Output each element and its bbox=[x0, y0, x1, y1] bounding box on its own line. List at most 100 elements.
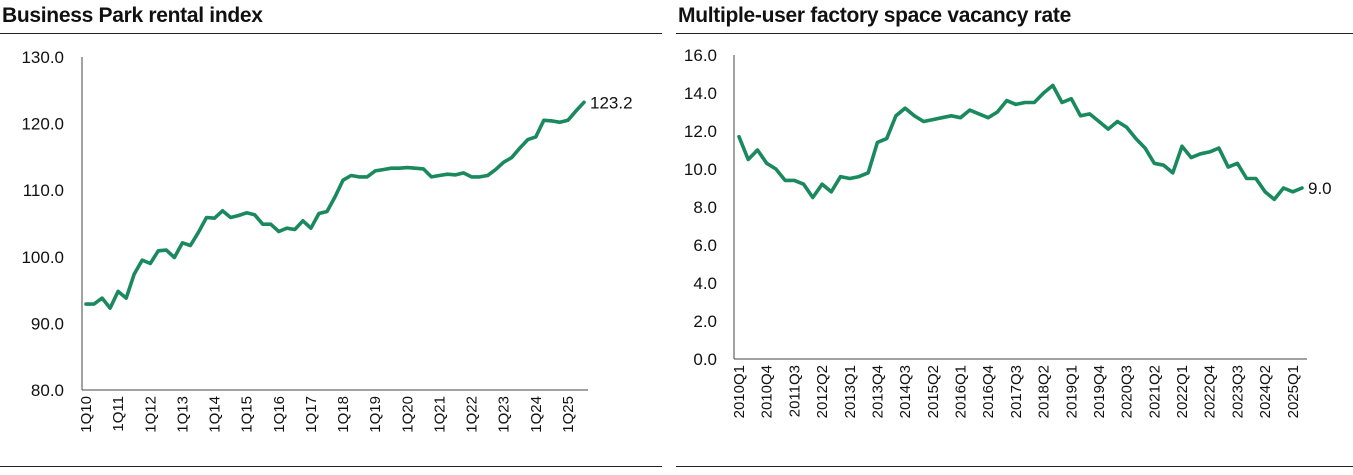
rental-index-data-point bbox=[293, 228, 297, 232]
vacancy-rate-data-point bbox=[986, 116, 990, 120]
rental-index-data-point bbox=[309, 226, 313, 230]
vacancy-rate-x-tick-label: 2020Q3 bbox=[1119, 365, 1136, 418]
rental-index-data-point bbox=[237, 214, 241, 218]
rental-index-x-tick-label: 1Q24 bbox=[528, 396, 545, 433]
vacancy-rate-x-tick-label: 2010Q1 bbox=[731, 365, 748, 418]
rental-index-data-point bbox=[438, 174, 442, 178]
rental-index-y-tick-label: 80.0 bbox=[31, 381, 64, 400]
vacancy-rate-series-line bbox=[737, 83, 1304, 202]
vacancy-rate-panel: Multiple-user factory space vacancy rate… bbox=[676, 0, 1353, 475]
vacancy-rate-data-point bbox=[1051, 84, 1055, 88]
vacancy-rate-y-tick-label: 10.0 bbox=[684, 160, 717, 179]
vacancy-rate-x-tick-label: 2025Q1 bbox=[1285, 365, 1302, 418]
vacancy-rate-data-point bbox=[1097, 120, 1101, 124]
vacancy-rate-data-point bbox=[1180, 144, 1184, 148]
vacancy-rate-data-point bbox=[1116, 120, 1120, 124]
rental-index-data-point bbox=[365, 175, 369, 179]
rental-index-data-point bbox=[526, 138, 530, 142]
rental-index-data-point bbox=[261, 222, 265, 226]
vacancy-rate-x-tick-label: 2024Q2 bbox=[1257, 365, 1274, 418]
rental-index-data-point bbox=[566, 119, 570, 123]
rental-index-data-point bbox=[462, 171, 466, 175]
vacancy-rate-data-point bbox=[1254, 177, 1258, 181]
vacancy-rate-y-tick-label: 6.0 bbox=[693, 236, 717, 255]
rental-index-data-point bbox=[165, 248, 169, 252]
vacancy-rate-data-point bbox=[1005, 99, 1009, 103]
vacancy-rate-data-point bbox=[793, 179, 797, 183]
vacancy-rate-end-label: 9.0 bbox=[1308, 179, 1332, 198]
rental-index-x-tick-label: 1Q13 bbox=[174, 396, 191, 433]
vacancy-rate-data-point bbox=[1134, 137, 1138, 141]
vacancy-rate-x-tick-label: 2021Q2 bbox=[1146, 365, 1163, 418]
rental-index-series-line bbox=[84, 100, 586, 310]
vacancy-rate-x-tick-label: 2012Q2 bbox=[814, 365, 831, 418]
rental-index-data-point bbox=[157, 249, 161, 253]
vacancy-rate-x-tick-label: 2016Q1 bbox=[953, 365, 970, 418]
rental-index-data-point bbox=[381, 168, 385, 172]
rental-index-chart: 130.0 120.0 110.0 100.0 90.0 80.0 1Q10 1Q11 1Q12… bbox=[21, 48, 633, 433]
rental-index-y-tick-label: 100.0 bbox=[21, 248, 64, 267]
rental-index-data-point bbox=[398, 166, 402, 170]
rental-index-data-point bbox=[317, 212, 321, 216]
vacancy-rate-data-point bbox=[1162, 163, 1166, 167]
vacancy-rate-data-point bbox=[746, 158, 750, 162]
rental-index-data-point bbox=[414, 166, 418, 170]
rental-index-data-point bbox=[189, 244, 193, 248]
vacancy-rate-title: Multiple-user factory space vacancy rate bbox=[678, 4, 1072, 27]
vacancy-rate-x-tick-label: 2013Q1 bbox=[842, 365, 859, 418]
vacancy-rate-data-point bbox=[950, 114, 954, 118]
rental-index-data-point bbox=[486, 174, 490, 178]
rental-index-data-point bbox=[422, 167, 426, 171]
vacancy-rate-y-tick-label: 4.0 bbox=[693, 274, 717, 293]
rental-index-data-point bbox=[510, 156, 514, 160]
vacancy-rate-data-point bbox=[1189, 156, 1193, 160]
rental-index-bottom-rule bbox=[0, 466, 662, 467]
rental-index-data-point bbox=[140, 258, 144, 262]
rental-index-data-point bbox=[181, 241, 185, 245]
rental-index-data-point bbox=[205, 216, 209, 220]
vacancy-rate-data-point bbox=[811, 196, 815, 200]
vacancy-rate-data-point bbox=[756, 148, 760, 152]
vacancy-rate-data-point bbox=[774, 167, 778, 171]
vacancy-rate-data-point bbox=[1273, 198, 1277, 202]
vacancy-rate-data-point bbox=[783, 179, 787, 183]
vacancy-rate-y-tick-label: 2.0 bbox=[693, 312, 717, 331]
vacancy-rate-data-point bbox=[1125, 125, 1129, 129]
vacancy-rate-top-rule bbox=[676, 33, 1353, 34]
rental-index-y-tick-label: 120.0 bbox=[21, 115, 64, 134]
vacancy-rate-data-point bbox=[913, 114, 917, 118]
rental-index-x-tick-label: 1Q20 bbox=[399, 396, 416, 433]
rental-index-x-tick-label: 1Q11 bbox=[110, 396, 127, 432]
vacancy-rate-data-point bbox=[977, 112, 981, 116]
rental-index-data-point bbox=[253, 213, 257, 217]
vacancy-rate-data-point bbox=[1217, 146, 1221, 150]
rental-index-data-point bbox=[325, 210, 329, 214]
vacancy-rate-x-tick-label: 2016Q4 bbox=[980, 365, 997, 418]
vacancy-rate-data-point bbox=[839, 175, 843, 179]
vacancy-rate-data-point bbox=[1014, 103, 1018, 107]
rental-index-data-point bbox=[454, 173, 458, 177]
rental-index-x-tick-label: 1Q16 bbox=[271, 396, 288, 433]
rental-index-data-point bbox=[92, 302, 96, 306]
vacancy-rate-y-tick-label: 16.0 bbox=[684, 46, 717, 65]
vacancy-rate-x-tick-label: 2015Q2 bbox=[925, 365, 942, 418]
rental-index-data-point bbox=[542, 119, 546, 123]
vacancy-rate-data-point bbox=[1300, 186, 1304, 190]
vacancy-rate-data-point bbox=[931, 118, 935, 122]
rental-index-data-point bbox=[373, 169, 377, 173]
vacancy-rate-data-point bbox=[1033, 101, 1037, 105]
rental-index-data-point bbox=[285, 226, 289, 230]
vacancy-rate-data-point bbox=[1226, 165, 1230, 169]
rental-index-data-point bbox=[269, 222, 273, 226]
rental-index-data-point bbox=[84, 302, 88, 306]
rental-index-data-point bbox=[518, 146, 522, 150]
vacancy-rate-data-point bbox=[1282, 186, 1286, 190]
rental-index-end-label: 123.2 bbox=[590, 93, 633, 112]
vacancy-rate-y-tick-label: 12.0 bbox=[684, 122, 717, 141]
vacancy-rate-data-point bbox=[1199, 152, 1203, 156]
vacancy-rate-data-point bbox=[894, 114, 898, 118]
rental-index-data-point bbox=[349, 174, 353, 178]
rental-index-data-point bbox=[245, 211, 249, 215]
rental-index-data-point bbox=[574, 109, 578, 113]
vacancy-rate-data-point bbox=[1143, 146, 1147, 150]
